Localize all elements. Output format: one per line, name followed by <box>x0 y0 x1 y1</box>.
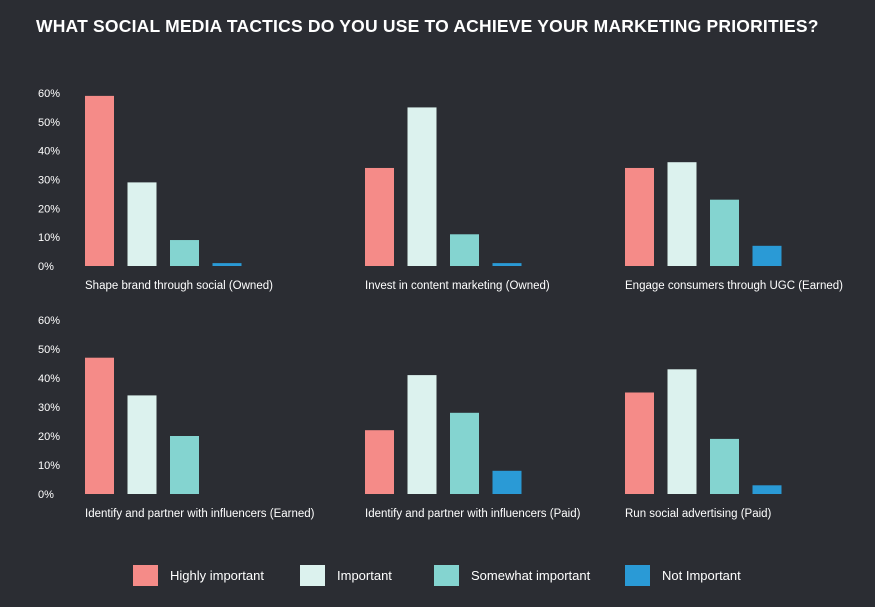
y-tick-label: 20% <box>38 203 60 215</box>
bar-highly-important <box>625 167 654 266</box>
bar-important <box>407 107 437 267</box>
y-tick-label: 30% <box>38 175 60 187</box>
bar-highly-important <box>625 392 654 494</box>
panel-label: Identify and partner with influencers (E… <box>85 508 315 520</box>
y-tick-label: 30% <box>38 402 60 414</box>
panel-label: Shape brand through social (Owned) <box>85 280 273 292</box>
panel: Identify and partner with influencers (E… <box>85 357 315 520</box>
panel-label: Engage consumers through UGC (Earned) <box>625 280 843 292</box>
panel: Invest in content marketing (Owned) <box>365 107 550 292</box>
bar-highly-important <box>365 167 394 266</box>
bar-important <box>407 375 437 494</box>
panel-label: Identify and partner with influencers (P… <box>365 508 581 520</box>
y-tick-label: 50% <box>38 117 60 129</box>
bar-somewhat-important <box>170 240 199 266</box>
panel-label: Run social advertising (Paid) <box>625 508 772 520</box>
bar-somewhat-important <box>450 412 479 494</box>
y-tick-label: 40% <box>38 373 60 385</box>
y-tick-label: 10% <box>38 460 60 472</box>
bar-not-important <box>492 263 522 266</box>
panel: Engage consumers through UGC (Earned) <box>625 162 843 292</box>
panel: Identify and partner with influencers (P… <box>365 375 581 520</box>
bar-important <box>127 395 157 494</box>
y-tick-label: 60% <box>38 315 60 327</box>
y-tick-label: 10% <box>38 232 60 244</box>
page-title: WHAT SOCIAL MEDIA TACTICS DO YOU USE TO … <box>36 16 819 36</box>
y-tick-label: 60% <box>38 88 60 100</box>
bar-not-important <box>212 263 242 266</box>
y-tick-label: 20% <box>38 431 60 443</box>
bar-somewhat-important <box>710 199 739 266</box>
bar-highly-important <box>85 95 114 266</box>
panel-label: Invest in content marketing (Owned) <box>365 280 550 292</box>
bar-not-important <box>752 245 782 266</box>
bar-important <box>667 162 697 266</box>
bar-important <box>667 369 697 494</box>
y-tick-label: 50% <box>38 344 60 356</box>
bar-somewhat-important <box>170 436 199 494</box>
bar-somewhat-important <box>450 234 479 266</box>
y-tick-label: 40% <box>38 146 60 158</box>
bar-highly-important <box>365 430 394 494</box>
bar-highly-important <box>85 357 114 494</box>
y-tick-label: 0% <box>38 261 54 273</box>
bar-not-important <box>492 470 522 494</box>
bar-not-important <box>752 485 782 494</box>
bar-somewhat-important <box>710 438 739 494</box>
y-tick-label: 0% <box>38 489 54 501</box>
panel: Run social advertising (Paid) <box>625 369 782 520</box>
bar-important <box>127 182 157 266</box>
panel: Shape brand through social (Owned) <box>85 95 273 292</box>
